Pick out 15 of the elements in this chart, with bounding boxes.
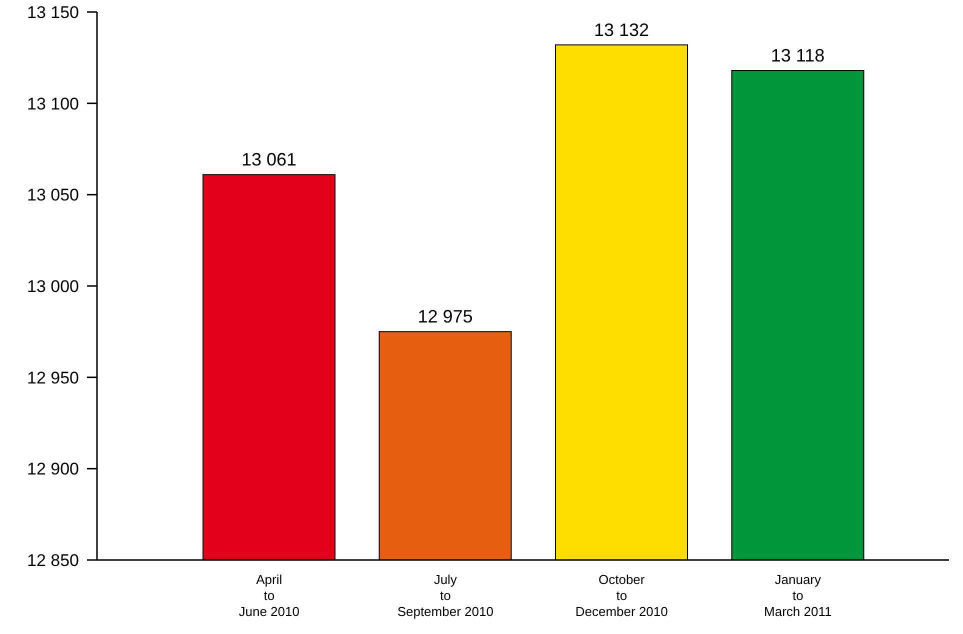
y-tick-label: 13 050	[27, 186, 79, 205]
data-label: 12 975	[418, 306, 473, 327]
y-tick-label: 12 900	[27, 460, 79, 479]
y-tick-label: 12 950	[27, 368, 79, 388]
x-tick-label: July to September 2010	[397, 572, 494, 619]
x-tick-label: January to March 2011	[764, 572, 832, 619]
y-tick-label: 13 150	[27, 3, 79, 22]
data-label: 13 061	[241, 150, 297, 170]
x-tick-label: October to December 2010	[575, 572, 668, 619]
y-tick-label: 13 100	[27, 94, 79, 114]
data-label: 13 118	[770, 45, 825, 66]
y-tick-label: 13 000	[27, 277, 79, 296]
data-label: 13 132	[594, 20, 650, 40]
x-tick-label: April to June 2010	[238, 572, 300, 619]
y-tick-label: 12 850	[27, 551, 79, 570]
